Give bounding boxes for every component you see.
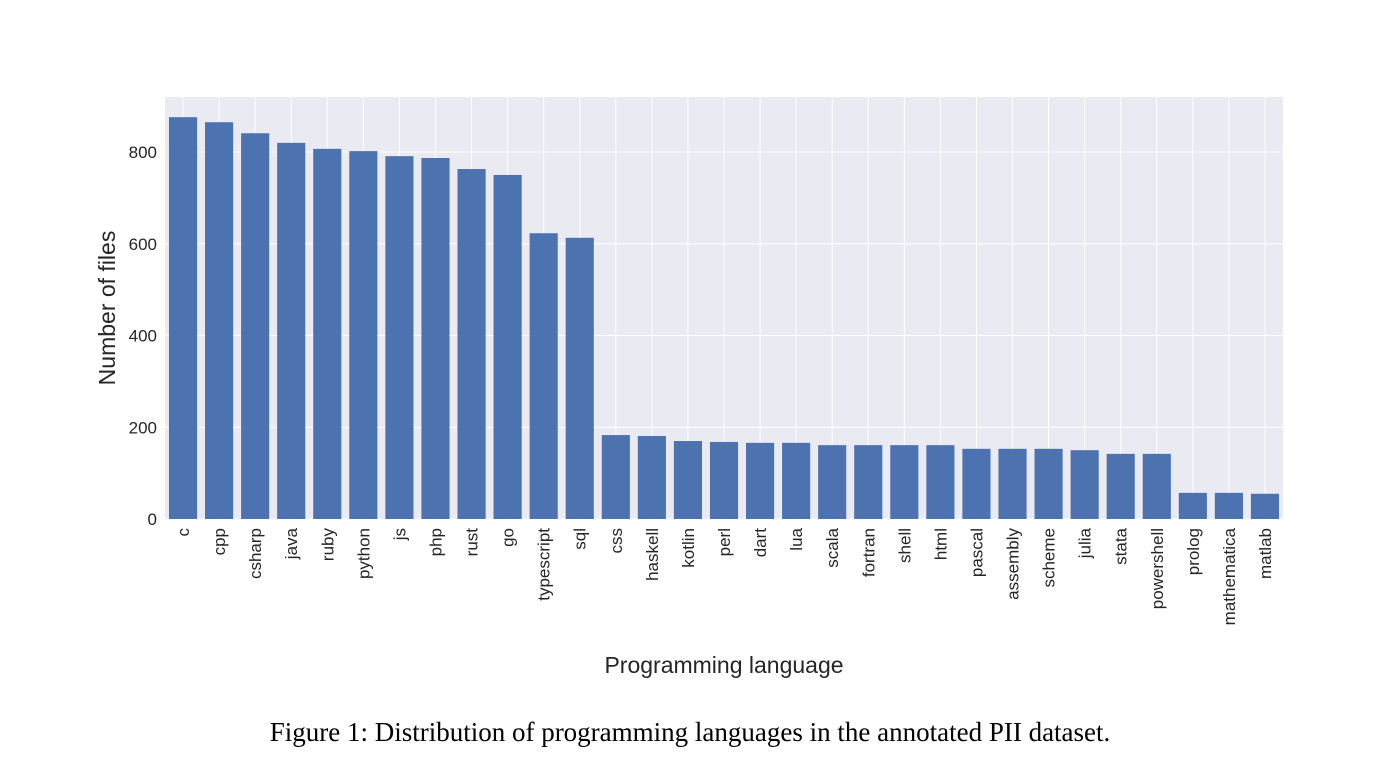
bar xyxy=(1070,450,1099,519)
bar xyxy=(962,448,991,519)
bar xyxy=(277,142,306,519)
x-tick-label: csharp xyxy=(246,528,265,579)
x-tick-label: java xyxy=(282,527,301,560)
y-tick-label: 600 xyxy=(129,235,157,254)
x-tick-label: ruby xyxy=(318,528,337,562)
bar xyxy=(854,445,883,519)
x-tick-label: mathematica xyxy=(1220,527,1239,625)
x-tick-label: perl xyxy=(715,528,734,556)
bar xyxy=(1034,448,1063,519)
bar xyxy=(1142,453,1171,519)
bar xyxy=(529,233,558,519)
x-tick-label: python xyxy=(354,528,373,579)
x-tick-label: assembly xyxy=(1004,528,1023,600)
bar xyxy=(1178,492,1207,519)
x-tick-label: fortran xyxy=(859,528,878,577)
y-tick-label: 200 xyxy=(129,418,157,437)
x-tick-label: c xyxy=(174,528,193,537)
bar xyxy=(1250,493,1280,519)
bar xyxy=(926,445,955,519)
bar xyxy=(1214,492,1243,519)
bar xyxy=(457,169,486,520)
x-tick-label: matlab xyxy=(1256,528,1275,579)
bar xyxy=(601,435,630,519)
x-tick-label: lua xyxy=(787,527,806,550)
x-tick-label: js xyxy=(390,528,409,541)
x-tick-label: dart xyxy=(751,528,770,558)
bar xyxy=(745,442,775,519)
x-tick-label: scheme xyxy=(1040,528,1059,588)
x-tick-label: pascal xyxy=(967,528,986,577)
x-tick-label: sql xyxy=(571,528,590,550)
x-tick-label: prolog xyxy=(1184,528,1203,575)
bar xyxy=(998,448,1027,519)
y-axis-label: Number of files xyxy=(94,231,120,386)
bar xyxy=(782,442,811,519)
bar xyxy=(205,122,234,519)
bar xyxy=(637,435,666,519)
y-tick-label: 0 xyxy=(148,510,157,529)
x-tick-label: shell xyxy=(895,528,914,563)
x-tick-label: stata xyxy=(1112,527,1131,564)
y-tick-label: 400 xyxy=(129,327,157,346)
bar xyxy=(493,174,522,519)
x-tick-label: go xyxy=(499,528,518,547)
bar xyxy=(349,151,378,519)
bar xyxy=(673,441,703,519)
x-tick-label: haskell xyxy=(643,528,662,581)
x-axis-label: Programming language xyxy=(604,652,843,678)
x-tick-label: julia xyxy=(1076,527,1095,559)
x-tick-label: cpp xyxy=(210,528,229,555)
bar xyxy=(241,133,270,520)
x-tick-label: typescript xyxy=(535,528,554,601)
caption: Figure 1: Distribution of programming la… xyxy=(270,717,1111,747)
bar xyxy=(421,158,450,519)
x-tick-label: html xyxy=(931,528,950,560)
bar xyxy=(709,441,739,519)
bar xyxy=(565,237,594,519)
bar xyxy=(1106,453,1135,519)
x-tick-label: rust xyxy=(463,528,482,557)
x-tick-label: php xyxy=(426,528,445,556)
y-tick-label: 800 xyxy=(129,143,157,162)
x-tick-label: scala xyxy=(823,527,842,567)
x-tick-label: css xyxy=(607,528,626,554)
x-tick-label: kotlin xyxy=(679,528,698,568)
bar xyxy=(385,156,414,519)
bar xyxy=(890,445,919,519)
x-tick-label: powershell xyxy=(1148,528,1167,609)
bar xyxy=(818,445,847,519)
bar xyxy=(168,117,198,519)
bar xyxy=(313,148,342,519)
